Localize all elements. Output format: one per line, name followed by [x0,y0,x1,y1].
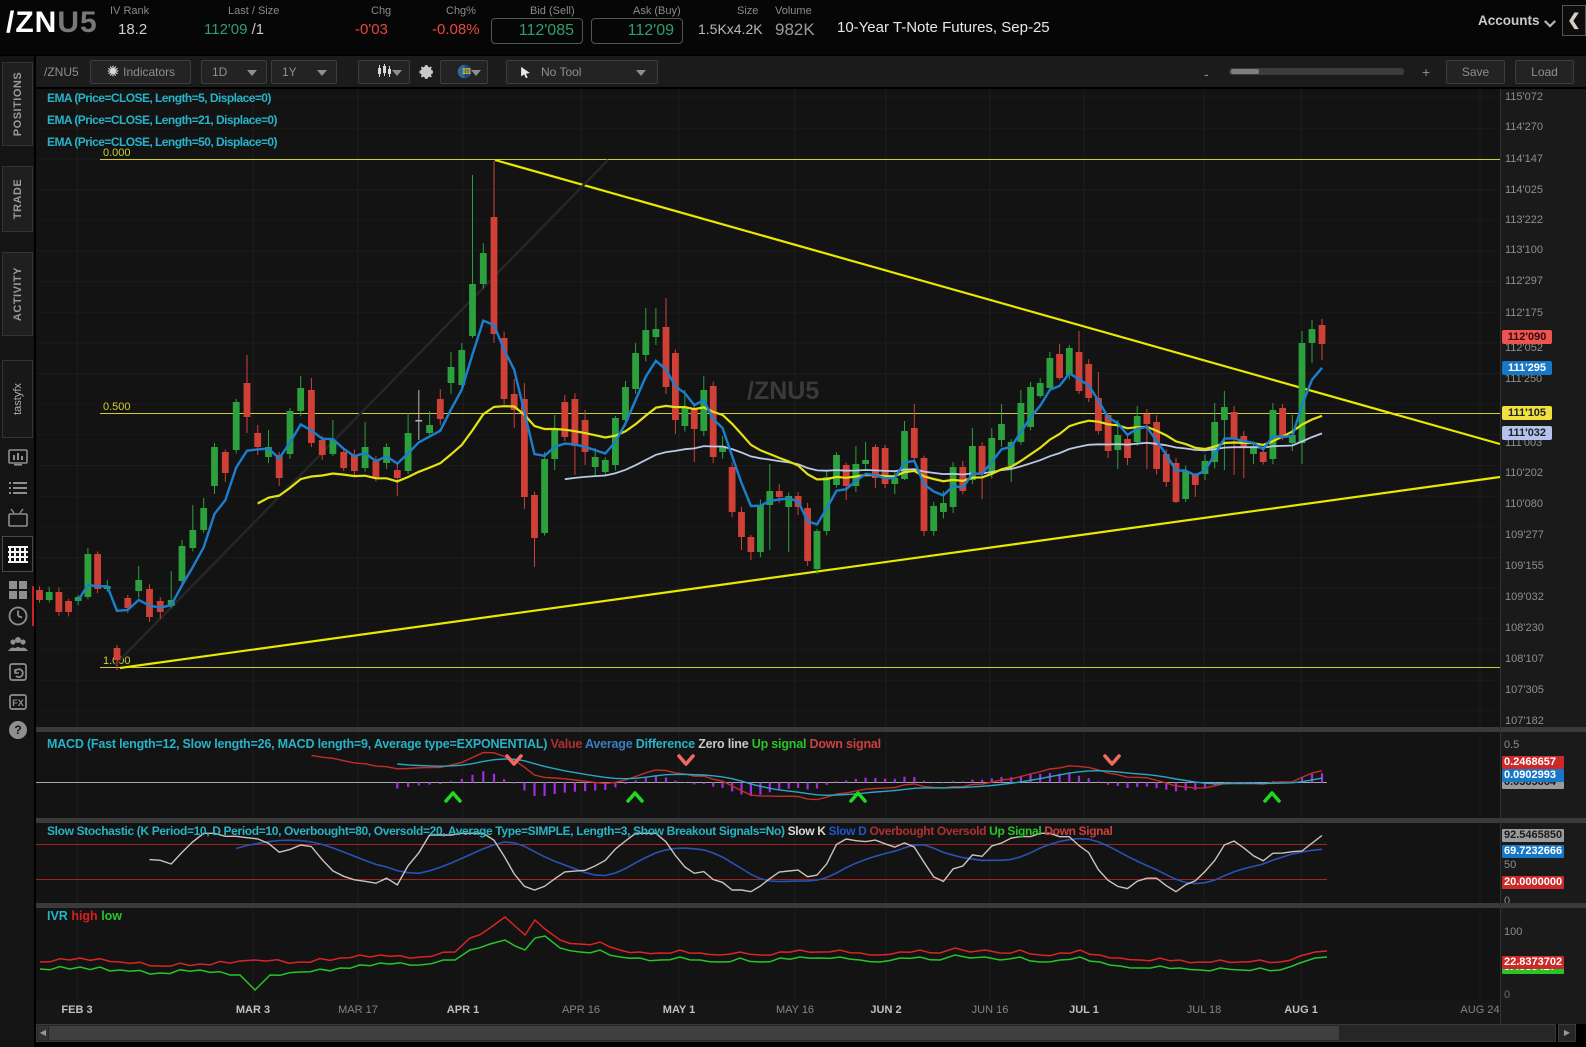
svg-text:0.500: 0.500 [103,401,131,413]
svg-text:/ZNU5: /ZNU5 [747,377,819,405]
svg-text:?: ? [14,723,21,737]
svg-text:0.000: 0.000 [103,147,131,159]
svg-text:FX: FX [12,698,24,708]
